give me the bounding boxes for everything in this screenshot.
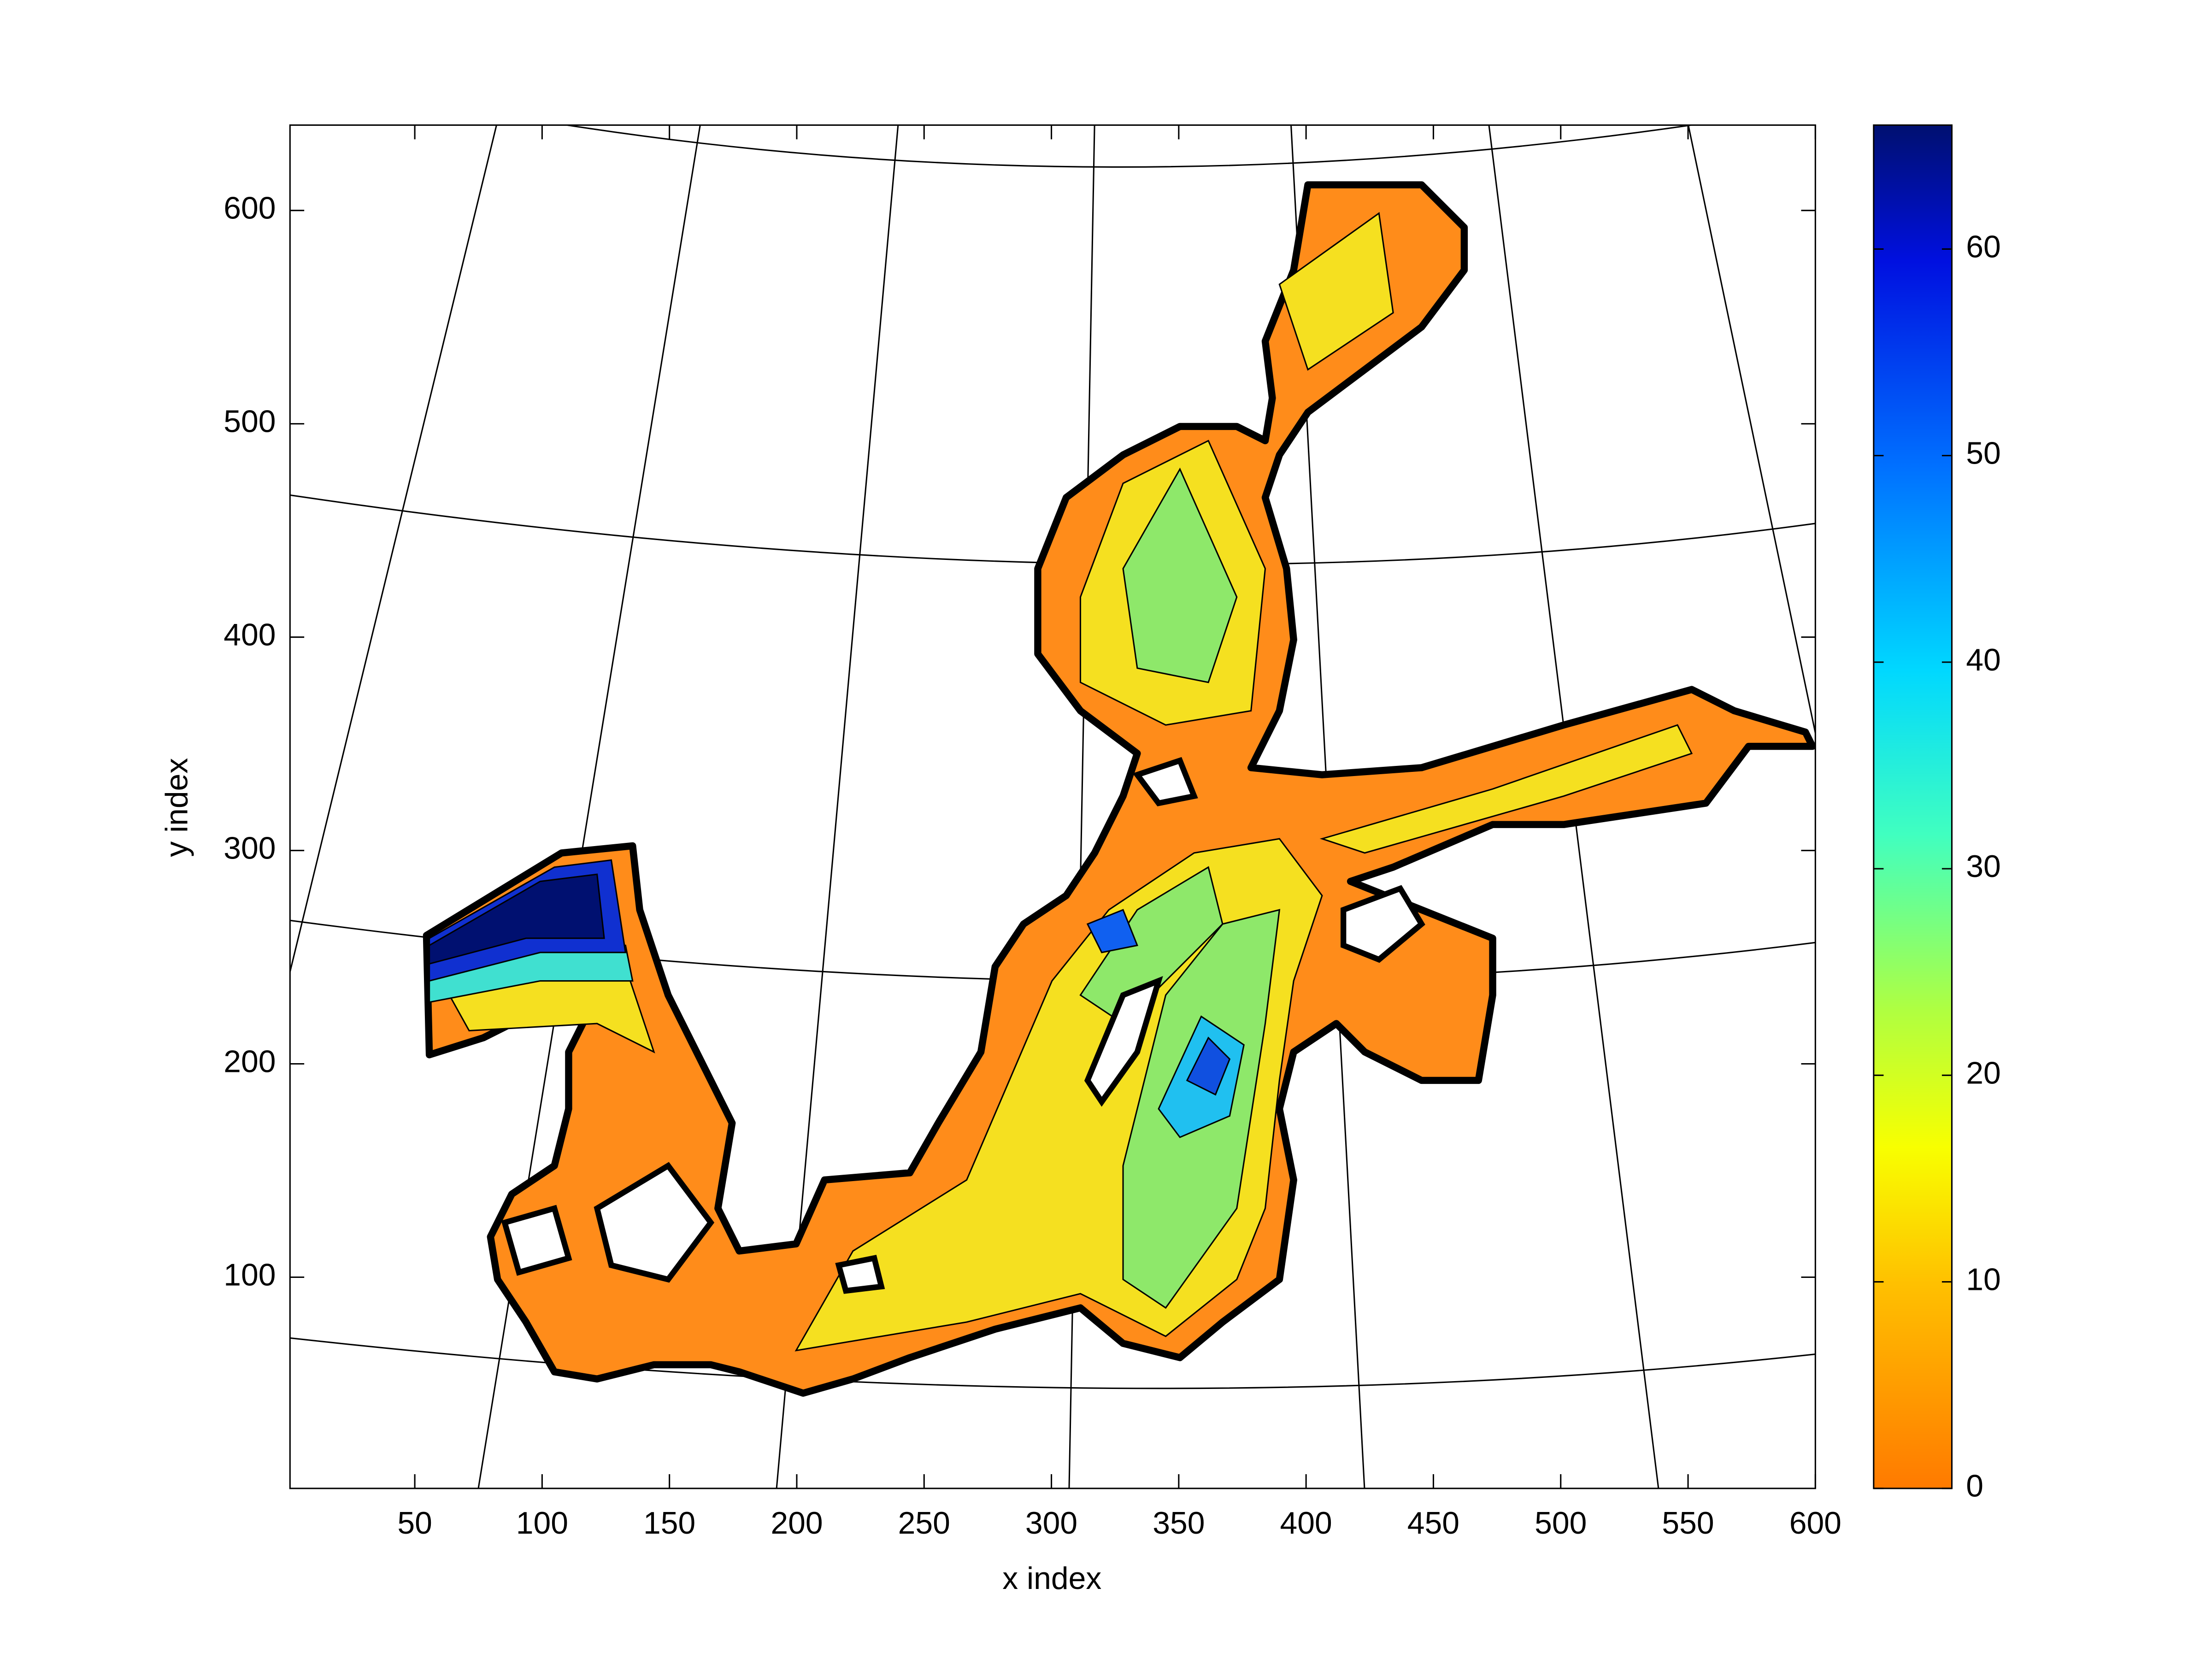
x-tick-label: 600: [1789, 1506, 1841, 1541]
x-tick-label: 400: [1280, 1506, 1332, 1541]
x-tick-label: 100: [516, 1506, 568, 1541]
x-tick-label: 200: [771, 1506, 823, 1541]
y-tick-label: 400: [224, 618, 276, 653]
colorbar-tick-label: 40: [1966, 643, 2000, 677]
x-tick-label: 300: [1025, 1506, 1077, 1541]
colorbar-tick-label: 10: [1966, 1263, 2000, 1297]
colorbar-tick-label: 20: [1966, 1056, 2000, 1090]
colorbar-tick-label: 50: [1966, 436, 2000, 471]
y-tick-label: 500: [224, 405, 276, 439]
x-axis-label: x index: [1002, 1561, 1101, 1596]
x-tick-label: 150: [643, 1506, 695, 1541]
y-tick-label: 300: [224, 831, 276, 865]
y-tick-label: 100: [224, 1258, 276, 1292]
colorbar-tick-label: 30: [1966, 849, 2000, 884]
y-axis-label: y index: [160, 758, 194, 857]
x-tick-label: 350: [1153, 1506, 1205, 1541]
colorbar-tick-label: 0: [1966, 1469, 1983, 1504]
map-area: [290, 125, 1816, 1488]
x-tick-label: 500: [1535, 1506, 1587, 1541]
axes-frame: [289, 124, 1816, 1489]
x-tick-label: 550: [1662, 1506, 1714, 1541]
y-tick-label: 200: [224, 1044, 276, 1079]
colorbar: [1873, 124, 1953, 1489]
x-tick-label: 450: [1407, 1506, 1459, 1541]
y-tick-label: 600: [224, 191, 276, 226]
x-tick-label: 250: [898, 1506, 950, 1541]
colorbar-tick-label: 60: [1966, 229, 2000, 264]
x-tick-label: 50: [397, 1506, 432, 1541]
sea-field: [423, 181, 1816, 1397]
